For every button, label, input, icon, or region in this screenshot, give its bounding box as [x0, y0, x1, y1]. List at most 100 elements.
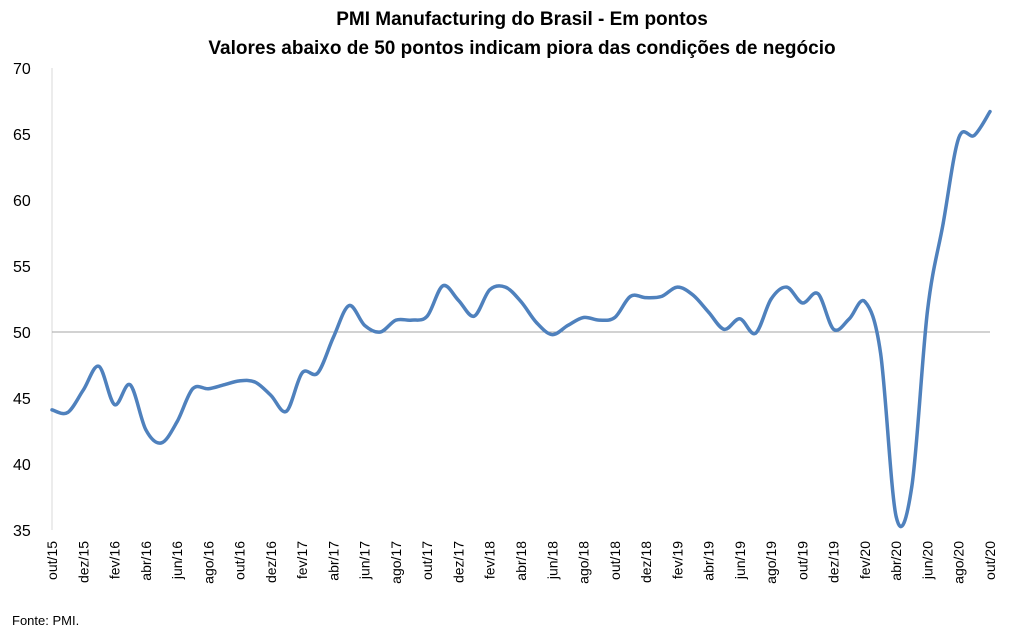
y-tick-label: 50 — [13, 325, 31, 342]
data-point — [816, 292, 820, 296]
x-tick-label: fev/17 — [294, 541, 310, 579]
x-tick-label: dez/15 — [75, 541, 91, 583]
x-tick-label: jun/17 — [357, 541, 373, 580]
data-point — [925, 309, 929, 313]
data-point — [785, 285, 789, 289]
data-point — [910, 484, 914, 488]
data-point — [81, 388, 85, 392]
data-point — [941, 222, 945, 226]
x-tick-label: fev/18 — [482, 541, 498, 579]
x-tick-label: fev/19 — [669, 541, 685, 579]
x-tick-label: out/15 — [44, 541, 60, 580]
x-tick-label: out/19 — [794, 541, 810, 580]
x-tick-label: fev/16 — [107, 541, 123, 579]
data-point — [550, 333, 554, 337]
x-tick-label: jun/19 — [732, 541, 748, 580]
data-point — [394, 318, 398, 322]
x-tick-label: dez/19 — [826, 541, 842, 583]
data-point — [253, 380, 257, 384]
data-point — [707, 310, 711, 314]
data-point — [191, 387, 195, 391]
data-point — [800, 301, 804, 305]
data-point — [503, 285, 507, 289]
data-point — [113, 403, 117, 407]
data-point — [378, 330, 382, 334]
data-point — [66, 411, 70, 415]
y-tick-label: 70 — [13, 61, 31, 78]
data-point — [488, 288, 492, 292]
y-tick-label: 35 — [13, 523, 31, 540]
data-point — [832, 327, 836, 331]
x-tick-label: out/18 — [607, 541, 623, 580]
data-point — [347, 304, 351, 308]
x-tick-label: fev/20 — [857, 541, 873, 579]
data-point — [988, 110, 992, 114]
data-point — [738, 317, 742, 321]
data-point — [363, 323, 367, 327]
x-tick-label: ago/18 — [576, 541, 592, 584]
y-tick-label: 55 — [13, 259, 31, 276]
y-axis-ticks: 35 40 45 50 55 60 65 70 — [13, 61, 31, 540]
x-tick-label: abr/20 — [888, 541, 904, 581]
data-point — [675, 285, 679, 289]
data-point — [769, 297, 773, 301]
y-tick-label: 45 — [13, 391, 31, 408]
data-point — [410, 318, 414, 322]
chart-title: PMI Manufacturing do Brasil - Em pontos — [336, 9, 708, 30]
data-point — [222, 383, 226, 387]
data-point — [660, 294, 664, 298]
data-point — [613, 315, 617, 319]
pmi-series-points — [50, 110, 992, 519]
y-tick-label: 65 — [13, 127, 31, 144]
data-point — [144, 428, 148, 432]
data-point — [863, 300, 867, 304]
x-tick-label: jun/16 — [169, 541, 185, 580]
data-point — [722, 327, 726, 331]
data-point — [519, 300, 523, 304]
source-note: Fonte: PMI. — [12, 613, 79, 628]
data-point — [597, 318, 601, 322]
data-point — [50, 408, 54, 412]
data-point — [972, 133, 976, 137]
x-tick-label: abr/17 — [325, 541, 341, 581]
x-tick-label: out/16 — [232, 541, 248, 580]
x-tick-label: ago/20 — [951, 541, 967, 584]
x-tick-label: dez/16 — [263, 541, 279, 583]
pmi-series-line — [50, 109, 992, 529]
data-point — [269, 393, 273, 397]
x-tick-label: dez/18 — [638, 541, 654, 583]
data-point — [847, 317, 851, 321]
data-point — [582, 315, 586, 319]
x-tick-label: abr/18 — [513, 541, 529, 581]
data-point — [535, 321, 539, 325]
y-tick-label: 40 — [13, 457, 31, 474]
x-axis-ticks: out/15 dez/15 fev/16 abr/16 jun/16 ago/16 out/… — [44, 541, 998, 584]
x-tick-label: abr/19 — [701, 541, 717, 581]
data-point — [97, 364, 101, 368]
data-point — [206, 387, 210, 391]
data-point — [316, 371, 320, 375]
x-tick-label: abr/16 — [138, 541, 154, 581]
data-point — [957, 136, 961, 140]
x-tick-label: jun/20 — [919, 541, 935, 580]
x-tick-label: ago/17 — [388, 541, 404, 584]
data-point — [175, 420, 179, 424]
data-point — [894, 515, 898, 519]
data-point — [644, 296, 648, 300]
x-tick-label: dez/17 — [450, 541, 466, 583]
data-point — [456, 298, 460, 302]
data-point — [441, 284, 445, 288]
data-point — [425, 314, 429, 318]
data-point — [472, 314, 476, 318]
data-point — [159, 441, 163, 445]
data-point — [300, 371, 304, 375]
chart-subtitle: Valores abaixo de 50 pontos indicam pior… — [208, 38, 835, 59]
x-tick-label: jun/18 — [544, 541, 560, 580]
data-point — [566, 323, 570, 327]
data-point — [285, 409, 288, 413]
x-tick-label: out/20 — [982, 541, 998, 580]
data-point — [754, 331, 757, 335]
x-tick-label: out/17 — [419, 541, 435, 580]
data-point — [238, 379, 242, 383]
